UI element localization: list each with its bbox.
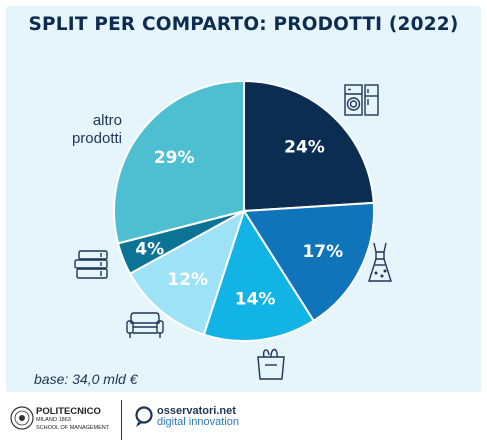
footer: POLITECNICO MILANO 1863 SCHOOL OF MANAGE…	[0, 392, 487, 445]
pie-slice-3	[128, 208, 246, 336]
altro-label-line2: prodotti	[71, 130, 122, 147]
osservatori-logo-text: osservatori.net digital innovation	[157, 406, 239, 428]
pie-slice-5	[113, 79, 245, 245]
armchair-icon	[126, 312, 164, 338]
grocery-bag-icon	[257, 348, 285, 380]
base-note: base: 34,0 mld €	[34, 371, 138, 387]
appliances-icon	[344, 84, 379, 116]
osservatori-line2: digital innovation	[157, 416, 239, 428]
politecnico-logo-text: POLITECNICO MILANO 1863 SCHOOL OF MANAGE…	[36, 406, 110, 432]
slice-label-1: 17%	[302, 242, 343, 262]
dress-icon	[368, 242, 392, 282]
slice-label-2: 14%	[235, 290, 276, 310]
books-icon	[74, 250, 108, 279]
pie-slice-1	[242, 201, 375, 323]
polimi-line1: POLITECNICO	[36, 406, 101, 417]
altro-label-line1: altro	[92, 112, 122, 129]
osservatori-logo-icon	[135, 406, 153, 427]
slice-label-0: 24%	[284, 138, 325, 158]
altro-prodotti-label: altro prodotti	[72, 112, 122, 148]
pie-slice-0	[243, 79, 375, 213]
footer-divider	[121, 400, 122, 440]
slice-label-3: 12%	[167, 270, 208, 290]
pie-chart: 24% 17% 14% 12%4% 29%	[74, 79, 392, 380]
pie-slice-2	[202, 208, 316, 342]
polimi-line3: SCHOOL OF MANAGEMENT	[36, 425, 110, 431]
polimi-line2: MILANO 1863	[36, 417, 71, 423]
chart-title: SPLIT PER COMPARTO: PRODOTTI (2022)	[28, 14, 459, 35]
politecnico-seal-icon	[10, 406, 34, 430]
slice-label-4: 4%	[135, 239, 164, 259]
osservatori-line1: osservatori.net	[157, 405, 236, 417]
slice-label-5: 29%	[154, 148, 195, 168]
